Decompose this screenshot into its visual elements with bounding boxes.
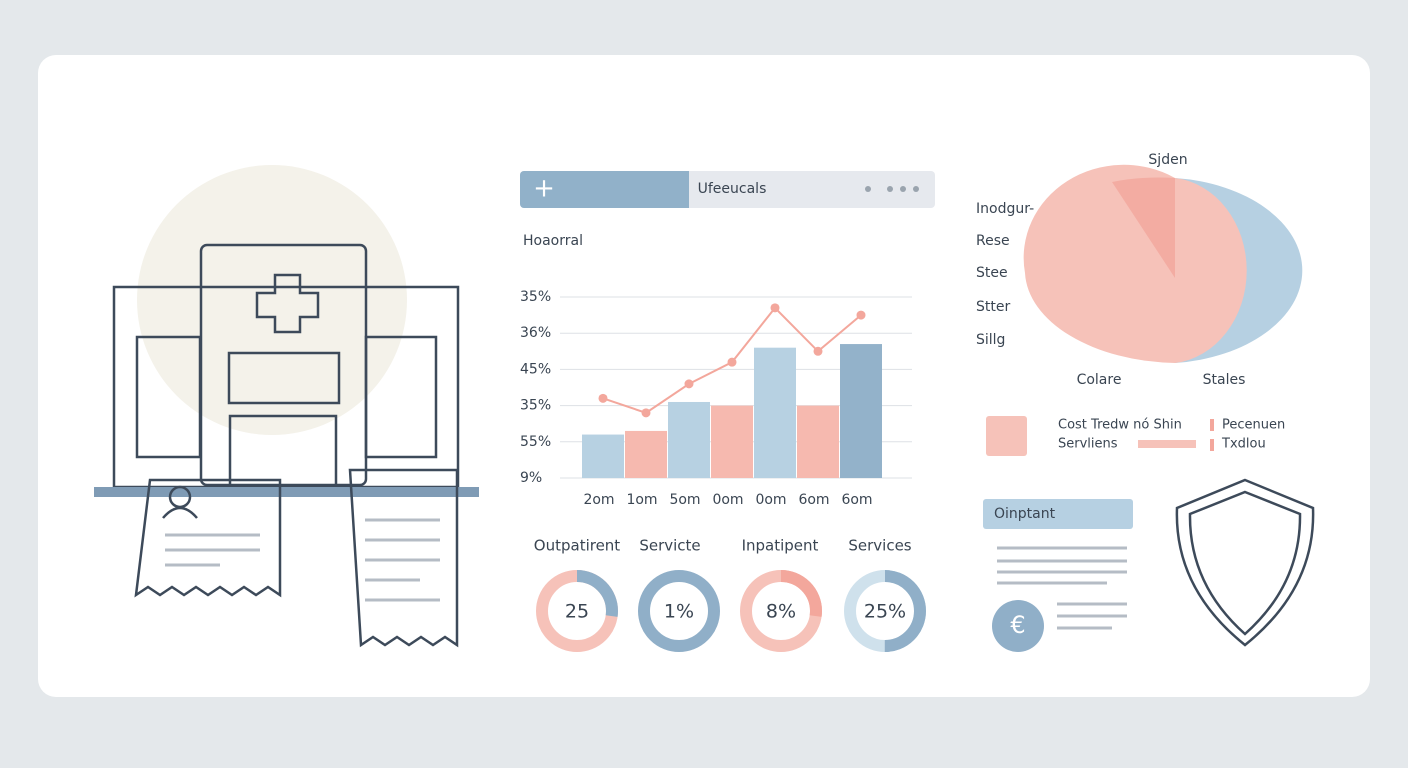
y-tick-label: 35% bbox=[520, 289, 551, 305]
donut-value: 25 bbox=[565, 601, 589, 623]
pie-label: Inodgur- bbox=[976, 201, 1034, 217]
x-tick-label: 6om bbox=[841, 492, 872, 508]
pie-label: Rese bbox=[976, 233, 1010, 249]
y-tick-label: 9% bbox=[520, 470, 542, 486]
add-icon[interactable]: + bbox=[533, 174, 555, 204]
donut-value: 25% bbox=[864, 601, 906, 623]
pie-label: Colare bbox=[1077, 372, 1122, 388]
x-tick-label: 0om bbox=[755, 492, 786, 508]
donut-label: Servicte bbox=[639, 537, 700, 555]
donut-value: 1% bbox=[664, 601, 694, 623]
x-tick-label: 2om bbox=[583, 492, 614, 508]
y-tick-label: 35% bbox=[520, 398, 551, 414]
trend-point bbox=[598, 393, 608, 403]
bar bbox=[754, 347, 796, 478]
bar bbox=[668, 401, 710, 478]
pie-label: Stales bbox=[1203, 372, 1246, 388]
svg-text:€: € bbox=[1010, 611, 1025, 639]
legend-label: Txdlou bbox=[1221, 437, 1266, 452]
y-tick-label: 45% bbox=[520, 361, 551, 377]
trend-point bbox=[856, 310, 866, 320]
trend-point bbox=[727, 357, 737, 367]
y-tick-label: 36% bbox=[520, 325, 551, 341]
bar bbox=[711, 405, 753, 478]
pie-label: Sillg bbox=[976, 332, 1005, 348]
chart-title: Hoaorral bbox=[523, 233, 583, 249]
legend-label: Servliens bbox=[1058, 437, 1118, 452]
pie-label: Sjden bbox=[1148, 152, 1187, 168]
x-tick-label: 0om bbox=[712, 492, 743, 508]
donut-rings bbox=[536, 570, 926, 652]
trend-point bbox=[770, 303, 780, 313]
trend-point bbox=[684, 379, 694, 389]
bar bbox=[582, 434, 624, 478]
hospital-illustration bbox=[94, 165, 479, 648]
chart: 35% 36% 45% 35% 55% 9% 2om 1om 5om 0om 0om 6om 6om bbox=[520, 289, 912, 508]
pie bbox=[1023, 164, 1303, 363]
donut-value: 8% bbox=[766, 601, 796, 623]
donut-label: Services bbox=[848, 537, 911, 555]
bar bbox=[840, 344, 882, 478]
bar bbox=[797, 405, 839, 478]
bar bbox=[625, 430, 667, 478]
trend-point bbox=[813, 346, 823, 356]
legend-label: Cost Tredw nó Shin bbox=[1058, 418, 1182, 433]
toolbar-title: Ufeeucals bbox=[698, 181, 767, 197]
pie-label: Stter bbox=[976, 299, 1010, 315]
x-tick-label: 6om bbox=[798, 492, 829, 508]
card-title: Oinptant bbox=[994, 506, 1056, 522]
donut-label: Outpatirent bbox=[534, 537, 621, 555]
x-tick-label: 1om bbox=[626, 492, 657, 508]
donut-label: Inpatipent bbox=[742, 537, 819, 555]
pie-label: Stee bbox=[976, 265, 1008, 281]
y-tick-label: 55% bbox=[520, 434, 551, 450]
legend-label: Pecenuen bbox=[1222, 418, 1285, 433]
trend-point bbox=[641, 408, 651, 418]
x-tick-label: 5om bbox=[669, 492, 700, 508]
shield-icon bbox=[1175, 478, 1315, 647]
